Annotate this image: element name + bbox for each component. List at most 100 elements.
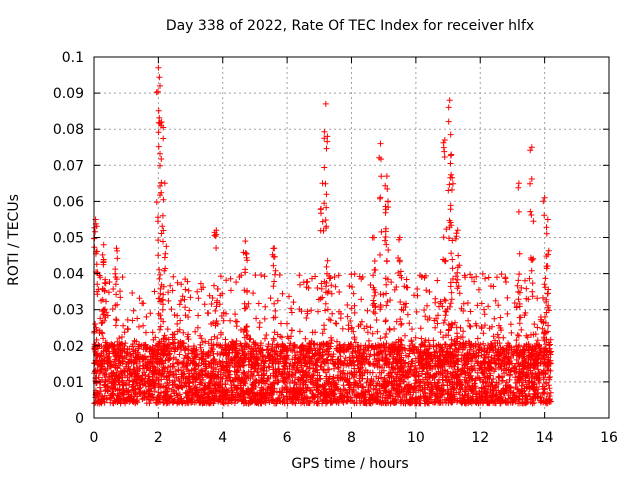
data-point [392, 365, 399, 371]
data-point [119, 274, 126, 281]
data-point [534, 337, 541, 344]
data-point [319, 218, 326, 225]
data-point [182, 400, 189, 407]
data-point [134, 315, 141, 322]
data-point [427, 371, 434, 378]
data-point [164, 326, 171, 333]
data-point [133, 354, 139, 361]
data-point [358, 296, 365, 303]
data-point [471, 362, 478, 369]
data-point [456, 290, 463, 297]
data-point [384, 379, 391, 386]
data-point [127, 366, 134, 373]
data-point [424, 316, 431, 323]
data-point [525, 296, 532, 303]
data-point [336, 308, 342, 315]
data-point [223, 277, 230, 284]
data-point [499, 346, 506, 353]
data-point [171, 348, 178, 355]
data-point [116, 335, 123, 342]
data-point [121, 329, 128, 336]
data-point [496, 322, 502, 329]
data-point [320, 227, 327, 234]
data-point [177, 317, 184, 324]
data-point [100, 366, 107, 373]
data-point [516, 271, 523, 278]
data-point [215, 397, 221, 404]
data-point [95, 398, 102, 405]
data-point [388, 380, 395, 387]
data-point [262, 335, 268, 342]
data-point [412, 380, 419, 387]
data-point [294, 389, 301, 396]
data-point [100, 241, 107, 248]
data-point [214, 335, 221, 342]
data-point [460, 355, 467, 362]
data-point [480, 330, 487, 337]
data-point [281, 396, 288, 403]
data-point [418, 360, 425, 367]
data-point [442, 374, 449, 381]
data-point [511, 300, 518, 306]
data-point [478, 352, 485, 359]
data-point [94, 291, 101, 298]
data-point [155, 143, 162, 150]
data-point [378, 173, 385, 180]
data-point [439, 344, 446, 351]
data-point [311, 368, 318, 375]
data-point [171, 363, 177, 370]
data-point [233, 338, 240, 344]
data-point [143, 400, 150, 407]
data-point [541, 386, 548, 393]
data-point [146, 396, 153, 403]
data-point [406, 342, 413, 349]
data-point [481, 311, 488, 318]
data-point [227, 342, 234, 349]
data-point [426, 386, 433, 393]
data-point [160, 394, 167, 401]
data-point [109, 306, 116, 312]
data-point [481, 345, 488, 351]
data-point [103, 358, 110, 365]
data-point [397, 268, 404, 275]
data-point [515, 352, 522, 359]
data-point [157, 162, 163, 169]
data-point [157, 290, 164, 297]
data-point [186, 388, 193, 395]
data-point [530, 390, 537, 397]
data-point [210, 364, 217, 371]
data-point [416, 396, 423, 402]
data-point [268, 345, 275, 352]
data-point [106, 378, 113, 385]
data-point [524, 398, 531, 405]
data-point [397, 299, 404, 305]
data-point [513, 356, 520, 363]
data-point [291, 341, 298, 348]
data-point [376, 369, 383, 376]
data-point [498, 327, 505, 334]
data-point [123, 352, 130, 359]
data-point [339, 398, 346, 405]
data-point [323, 204, 330, 211]
data-point [434, 320, 441, 327]
data-point [303, 400, 310, 406]
data-point [437, 329, 444, 336]
data-point [242, 250, 249, 256]
data-point [227, 317, 234, 324]
data-point [450, 385, 457, 392]
data-point [288, 398, 295, 405]
data-point [443, 332, 449, 339]
data-point [431, 399, 438, 406]
data-point [466, 375, 473, 382]
data-point [494, 331, 501, 338]
data-point [467, 271, 474, 278]
data-point [413, 308, 420, 315]
data-point [528, 396, 535, 403]
data-point [97, 274, 104, 281]
data-point [178, 371, 185, 378]
data-point [133, 380, 140, 387]
data-point [115, 373, 122, 380]
data-point [94, 391, 101, 398]
data-point [449, 372, 456, 378]
data-point [317, 341, 324, 348]
